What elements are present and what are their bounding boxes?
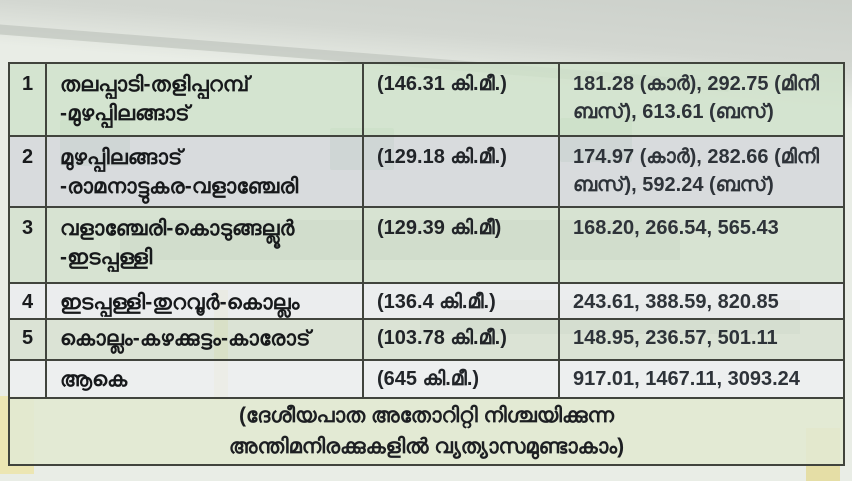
toll-rates-table: 1 തലപ്പാടി-തളിപ്പറമ്പ് -മുഴപ്പിലങ്ങാട് (…: [8, 62, 845, 466]
table-row: 1 തലപ്പാടി-തളിപ്പറമ്പ് -മുഴപ്പിലങ്ങാട് (…: [10, 64, 843, 137]
route-cell: കൊല്ലം-കഴക്കുട്ടം-കാരോട്: [47, 320, 364, 359]
row-number: 1: [10, 64, 47, 135]
rates-cell: 174.97 (കാർ), 282.66 (മിനി ബസ്), 592.24 …: [573, 146, 819, 196]
distance-cell: (645 കി.മീ.): [364, 361, 560, 397]
table-row: 5 കൊല്ലം-കഴക്കുട്ടം-കാരോട് (103.78 കി.മീ…: [10, 320, 843, 361]
distance-cell: (146.31 കി.മീ.): [364, 64, 560, 135]
row-number: 3: [10, 208, 47, 282]
distance-cell: (129.18 കി.മീ.): [364, 137, 560, 206]
table-row: 2 മുഴപ്പിലങ്ങാട് -രാമനാട്ടുകര-വളാഞ്ചേരി …: [10, 137, 843, 208]
row-number: 5: [10, 320, 47, 359]
rates-cell: 243.61, 388.59, 820.85: [573, 291, 779, 313]
row-number: 4: [10, 284, 47, 318]
table-row: 4 ഇടപ്പള്ളി-തുറവൂർ-കൊല്ലം (136.4 കി.മീ.)…: [10, 284, 843, 320]
rates-cell: 181.28 (കാർ), 292.75 (മിനി ബസ്), 613.61 …: [573, 73, 819, 123]
route-cell: വളാഞ്ചേരി-കൊടുങ്ങല്ലൂർ -ഇടപ്പള്ളി: [47, 208, 364, 282]
row-number: 2: [10, 137, 47, 206]
table-row: 3 വളാഞ്ചേരി-കൊടുങ്ങല്ലൂർ -ഇടപ്പള്ളി (129…: [10, 208, 843, 284]
distance-cell: (129.39 കി.മീ): [364, 208, 560, 282]
total-label-cell: ആകെ: [47, 361, 364, 397]
table-footnote: (ദേശീയപാത അതോറിറ്റി നിശ്ചയിക്കുന്ന അന്തി…: [10, 399, 843, 464]
rates-cell: 917.01, 1467.11, 3093.24: [573, 368, 800, 390]
route-cell: മുഴപ്പിലങ്ങാട് -രാമനാട്ടുകര-വളാഞ്ചേരി: [47, 137, 364, 206]
distance-cell: (136.4 കി.മീ.): [364, 284, 560, 318]
row-number: [10, 361, 47, 397]
table-total-row: ആകെ (645 കി.മീ.) 917.01, 1467.11, 3093.2…: [10, 361, 843, 399]
route-cell: ഇടപ്പള്ളി-തുറവൂർ-കൊല്ലം: [47, 284, 364, 318]
route-cell: തലപ്പാടി-തളിപ്പറമ്പ് -മുഴപ്പിലങ്ങാട്: [47, 64, 364, 135]
rates-cell: 168.20, 266.54, 565.43: [573, 217, 779, 239]
distance-cell: (103.78 കി.മീ.): [364, 320, 560, 359]
rates-cell: 148.95, 236.57, 501.11: [573, 327, 778, 349]
